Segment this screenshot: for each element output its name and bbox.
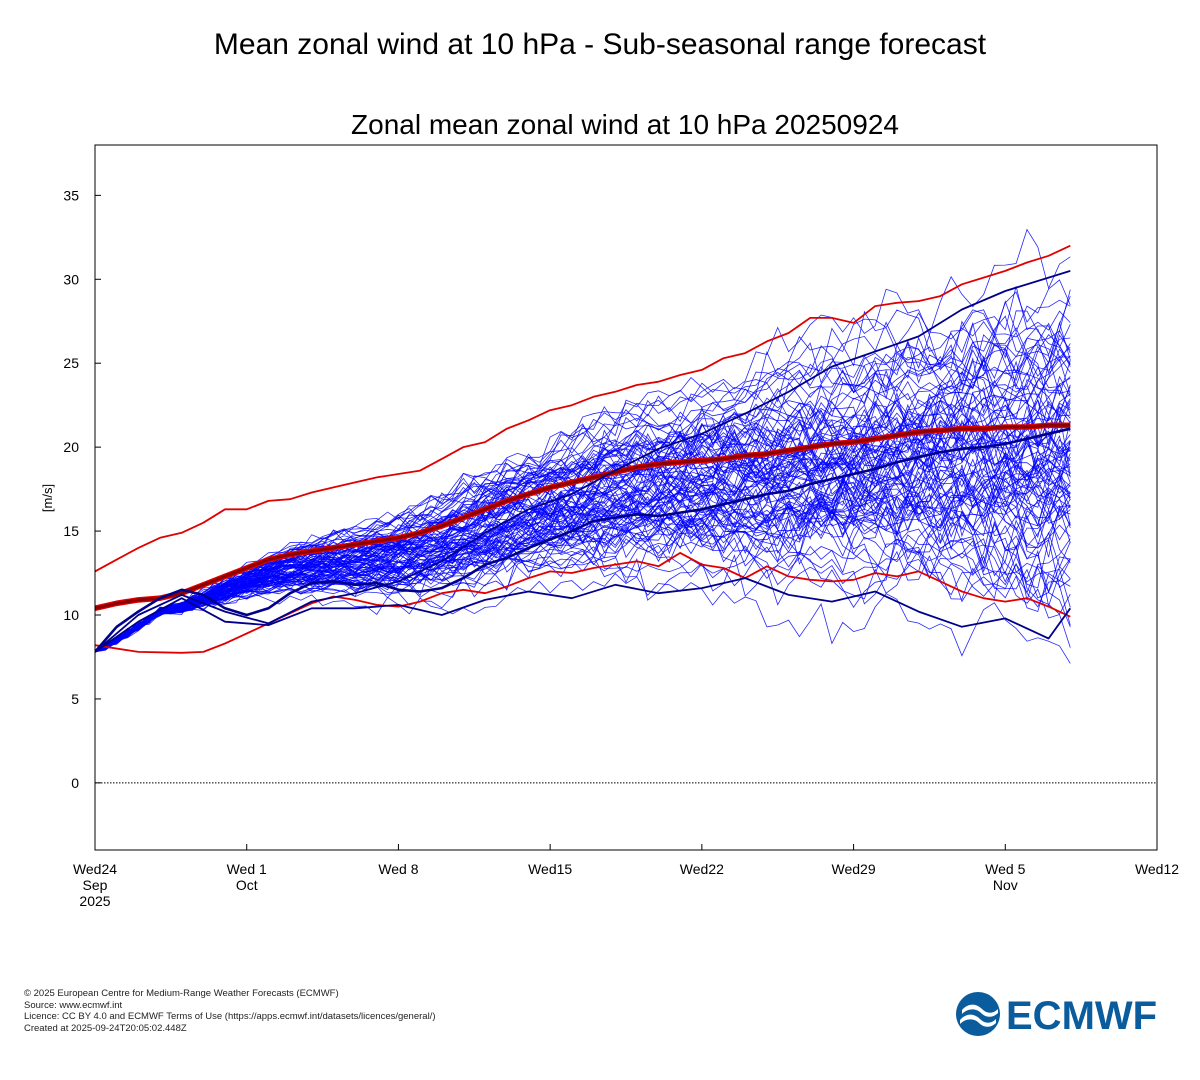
footer-created: Created at 2025-09-24T20:05:02.448Z	[24, 1022, 187, 1034]
ensemble-member-line	[95, 440, 1071, 653]
zonal-wind-chart: Zonal mean zonal wind at 10 hPa 20250924…	[40, 109, 1179, 909]
ensemble-member-line	[95, 360, 1071, 653]
ensemble-member-line	[95, 315, 1071, 653]
ensemble-member-line	[95, 322, 1071, 653]
ensemble-member-line	[95, 505, 1071, 653]
ensemble-member-line	[95, 469, 1071, 653]
ensemble-member-line	[95, 469, 1071, 653]
ensemble-member-line	[95, 553, 1071, 653]
plot-frame	[94, 144, 1158, 851]
ensemble-member-line	[95, 348, 1071, 653]
x-tick-label: Wed15	[528, 861, 572, 877]
ensemble-member-line	[95, 513, 1071, 653]
ensemble-member-line	[95, 498, 1071, 653]
ensemble-member-line	[95, 504, 1071, 653]
ecmwf-logo: ECMWF	[956, 992, 1157, 1038]
ensemble-member-line	[95, 350, 1071, 653]
ensemble-member-line	[95, 441, 1071, 653]
footer-copyright: © 2025 European Centre for Medium-Range …	[24, 988, 339, 999]
series-line-4	[95, 270, 1071, 653]
ensemble-member-line	[95, 348, 1071, 653]
y-tick-label: 10	[63, 607, 79, 623]
chart-title: Zonal mean zonal wind at 10 hPa 20250924	[351, 109, 899, 140]
footer-licence: Licence: CC BY 4.0 and ECMWF Terms of Us…	[24, 1011, 436, 1022]
y-tick-labels: 0 5 10 15 20 25 30 35	[63, 187, 101, 791]
x-tick-label: Wed 5	[985, 861, 1025, 877]
y-tick-label: 30	[63, 271, 79, 287]
x-tick-label: Oct	[236, 877, 258, 893]
series-line-3	[95, 427, 1071, 653]
footer-credits: © 2025 European Centre for Medium-Range …	[24, 988, 436, 1034]
x-tick-label: Nov	[993, 877, 1018, 893]
x-tick-label: Wed29	[832, 861, 876, 877]
footer-source: Source: www.ecmwf.int	[24, 999, 123, 1011]
ensemble-member-line	[95, 343, 1071, 653]
x-tick-label: Wed 1	[227, 861, 267, 877]
x-tick-label: Wed12	[1135, 861, 1179, 877]
ensemble-member-line	[95, 483, 1071, 653]
series-line-0	[95, 244, 1071, 573]
y-tick-label: 0	[71, 775, 79, 791]
x-tick-label: 2025	[79, 893, 110, 909]
series-line-2	[95, 423, 1071, 610]
series-line-5	[95, 577, 1072, 653]
x-tick-label: Sep	[83, 877, 108, 893]
x-tick-label: Wed 8	[378, 861, 418, 877]
y-tick-label: 15	[63, 523, 79, 539]
ensemble-member-line	[95, 355, 1071, 653]
ecmwf-logo-text: ECMWF	[1006, 994, 1157, 1038]
y-tick-label: 25	[63, 355, 79, 371]
ensemble-member-line	[95, 472, 1071, 653]
x-tick-label: Wed24	[73, 861, 117, 877]
ensemble-member-line	[95, 295, 1071, 653]
x-tick-label: Wed22	[680, 861, 724, 877]
ensemble-member-line	[95, 430, 1071, 653]
y-tick-label: 20	[63, 439, 79, 455]
y-tick-label: 5	[71, 691, 79, 707]
page-title: Mean zonal wind at 10 hPa - Sub-seasonal…	[213, 28, 987, 61]
y-axis-label: [m/s]	[40, 484, 55, 512]
y-tick-label: 35	[63, 187, 79, 203]
summary-series	[95, 244, 1072, 654]
ensemble-member-line	[95, 573, 1071, 664]
ensemble-member-line	[95, 488, 1071, 653]
ensemble-members	[95, 228, 1071, 664]
ensemble-member-line	[95, 459, 1071, 653]
